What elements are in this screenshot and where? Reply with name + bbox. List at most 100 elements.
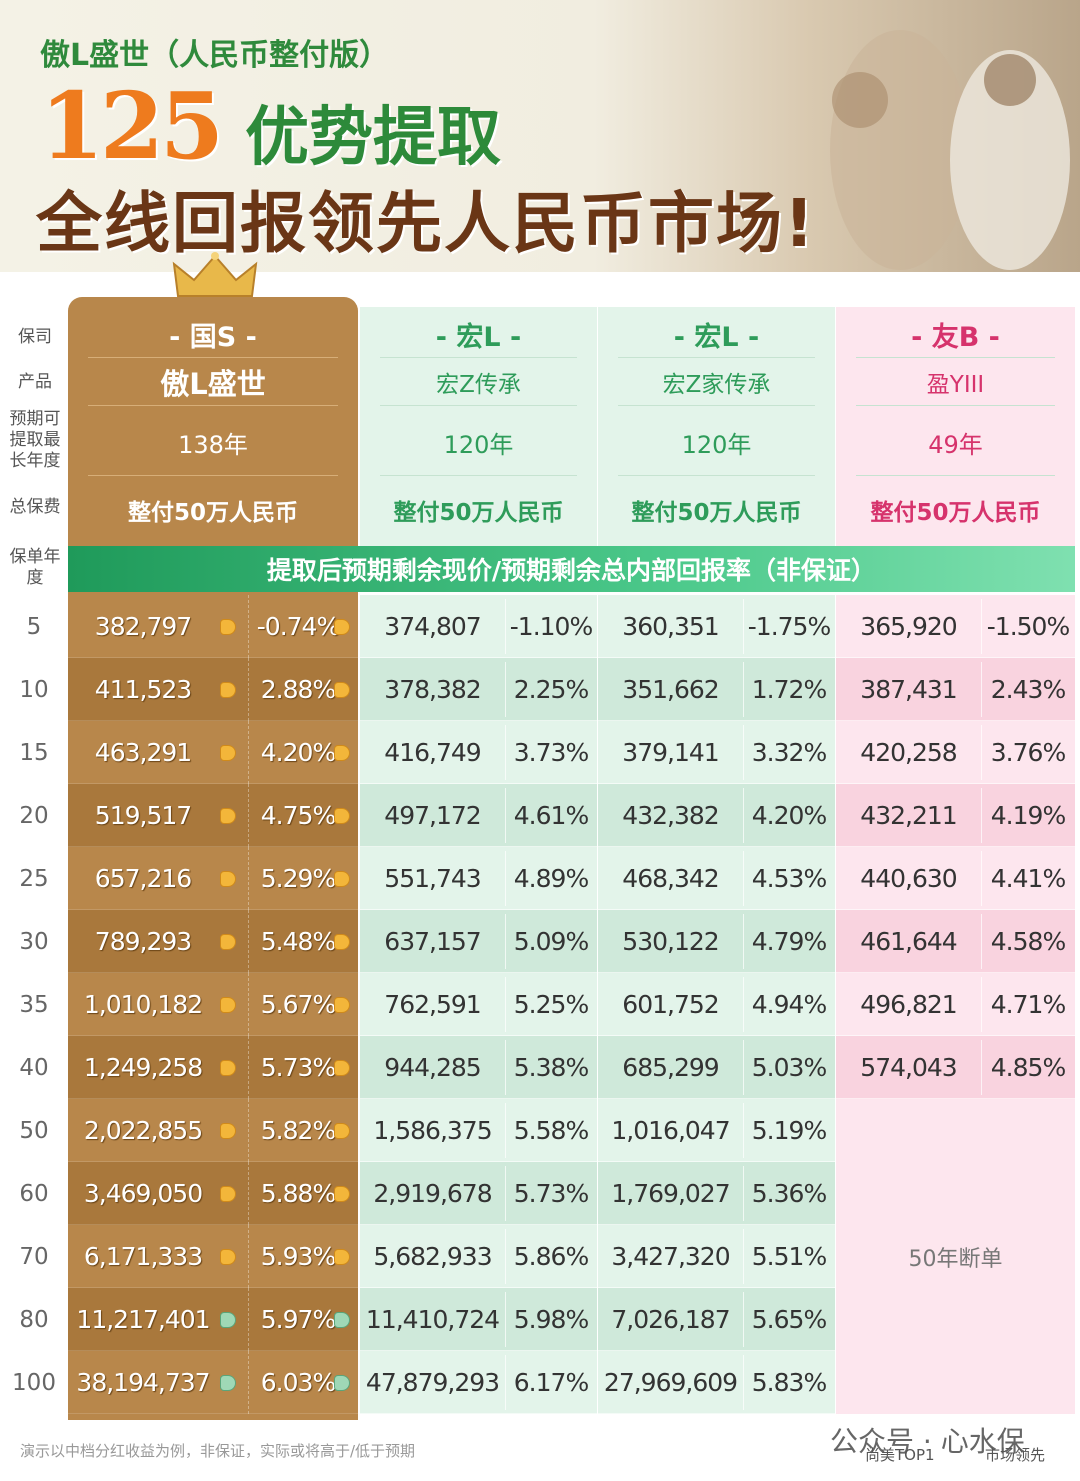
cell-bg xyxy=(598,595,835,658)
product-name: 宏Z家传承 xyxy=(662,372,771,398)
divider xyxy=(505,725,506,780)
cell-rate: 5.73% xyxy=(513,1179,589,1208)
separator xyxy=(618,475,815,476)
divider xyxy=(248,1099,249,1162)
cell-rate: 5.83% xyxy=(751,1368,827,1397)
cell-rate: 5.36% xyxy=(751,1179,827,1208)
cell-bg xyxy=(598,910,835,973)
column-bg xyxy=(836,307,1075,547)
cell-rate: 2.43% xyxy=(990,675,1066,704)
cell-value: 685,299 xyxy=(622,1053,719,1082)
cell-bg xyxy=(68,847,358,910)
thumb-icon xyxy=(220,1312,236,1328)
divider xyxy=(743,1166,744,1221)
cell-value: 2,022,855 xyxy=(83,1116,203,1145)
cell-rate: 5.03% xyxy=(751,1053,827,1082)
thumb-icon xyxy=(334,619,350,635)
separator xyxy=(856,475,1055,476)
row-label: 产品 xyxy=(18,371,52,392)
cell-rate: 4.71% xyxy=(990,990,1066,1019)
cell-rate: 5.48% xyxy=(260,927,336,956)
cell-rate: 5.93% xyxy=(260,1242,336,1271)
cell-bg xyxy=(836,721,1075,784)
cell-rate: 4.94% xyxy=(751,990,827,1019)
cell-bg xyxy=(68,1288,358,1351)
cell-value: 379,141 xyxy=(622,738,719,767)
cell-rate: 3.73% xyxy=(513,738,589,767)
cell-bg xyxy=(360,721,597,784)
lapse-cell: 50年断单 xyxy=(836,1099,1075,1414)
badge: 尚美TOP1 xyxy=(865,1446,935,1464)
cell-value: 463,291 xyxy=(94,738,192,767)
cell-rate: 4.41% xyxy=(990,864,1066,893)
separator xyxy=(380,405,577,406)
thumb-icon xyxy=(334,934,350,950)
cell-rate: 5.58% xyxy=(513,1116,589,1145)
cell-rate: 5.82% xyxy=(260,1116,336,1145)
cell-bg xyxy=(836,658,1075,721)
banner: 提取后预期剩余现价/预期剩余总内部回报率（非保证） xyxy=(68,546,1075,592)
year-label: 35 xyxy=(19,991,49,1018)
divider xyxy=(743,1103,744,1158)
divider xyxy=(981,977,982,1032)
premium: 整付50万人民币 xyxy=(631,500,802,526)
cell-rate: 4.61% xyxy=(513,801,589,830)
divider xyxy=(505,1166,506,1221)
cell-rate: 5.38% xyxy=(513,1053,589,1082)
cell-rate: 4.20% xyxy=(260,738,336,767)
cell-rate: 5.97% xyxy=(260,1305,336,1334)
year-label: 50 xyxy=(19,1117,49,1144)
cell-rate: 5.67% xyxy=(260,990,336,1019)
product-name: 傲L盛世 xyxy=(160,367,266,401)
cell-bg xyxy=(836,847,1075,910)
separator xyxy=(88,405,338,406)
divider xyxy=(505,1229,506,1284)
year-label: 80 xyxy=(19,1306,49,1333)
cell-value: 432,211 xyxy=(860,801,957,830)
thumb-icon xyxy=(220,1249,236,1265)
divider xyxy=(743,788,744,843)
company-name: - 友B - xyxy=(911,321,1000,353)
cell-bg xyxy=(360,1351,597,1414)
cell-bg xyxy=(836,973,1075,1036)
cell-value: 11,410,724 xyxy=(365,1305,500,1334)
cell-rate: 4.19% xyxy=(990,801,1066,830)
thumb-icon xyxy=(220,997,236,1013)
thumb-icon xyxy=(334,682,350,698)
thumb-icon xyxy=(220,1186,236,1202)
cell-rate: 5.86% xyxy=(513,1242,589,1271)
thumb-icon xyxy=(334,871,350,887)
cell-rate: 6.17% xyxy=(513,1368,589,1397)
cell-value: 497,172 xyxy=(384,801,481,830)
thumb-icon xyxy=(334,1375,350,1391)
thumb-icon xyxy=(220,1375,236,1391)
cell-bg xyxy=(360,910,597,973)
cell-value: 762,591 xyxy=(384,990,481,1019)
premium: 整付50万人民币 xyxy=(127,500,298,526)
divider xyxy=(248,910,249,973)
product-name: 盈YIII xyxy=(926,372,985,398)
divider xyxy=(981,662,982,717)
cell-value: 420,258 xyxy=(860,738,957,767)
cell-value: 440,630 xyxy=(860,864,957,893)
watermark: 公众号 · 心水保 xyxy=(830,1425,1025,1458)
max-year: 120年 xyxy=(443,430,514,459)
cell-rate: 5.51% xyxy=(751,1242,827,1271)
cell-value: 530,122 xyxy=(622,927,719,956)
cell-bg xyxy=(68,595,358,658)
cell-value: 38,194,737 xyxy=(76,1368,210,1397)
cell-rate: 2.88% xyxy=(260,675,336,704)
cell-value: 360,351 xyxy=(622,612,719,641)
header xyxy=(0,0,1080,272)
separator xyxy=(380,475,577,476)
cell-rate: 5.19% xyxy=(751,1116,827,1145)
thumb-icon xyxy=(220,808,236,824)
year-label: 15 xyxy=(19,739,49,766)
cell-bg xyxy=(68,910,358,973)
cell-value: 461,644 xyxy=(860,927,957,956)
cell-bg xyxy=(598,1162,835,1225)
cell-value: 7,026,187 xyxy=(611,1305,730,1334)
divider xyxy=(505,788,506,843)
separator xyxy=(88,475,338,476)
divider xyxy=(248,1288,249,1351)
